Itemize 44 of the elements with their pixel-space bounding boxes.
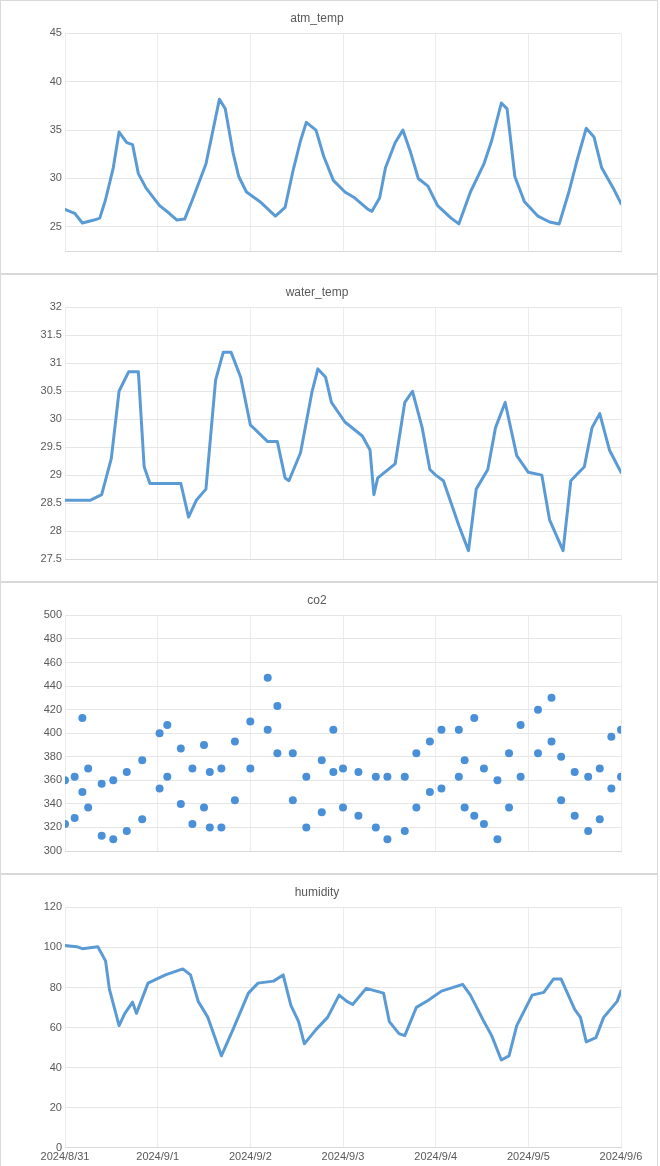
y-tick-label: 420 bbox=[43, 702, 62, 715]
x-tick-label: 2024/9/1 bbox=[136, 1150, 180, 1163]
y-tick-label: 30.5 bbox=[40, 384, 62, 397]
x-tick-label: 2024/9/5 bbox=[506, 1150, 550, 1163]
y-tick-label: 25 bbox=[49, 219, 62, 232]
x-tick-label: 2024/9/4 bbox=[414, 1150, 458, 1163]
y-tick-label: 31 bbox=[49, 356, 62, 369]
y-tick-label: 0 bbox=[55, 1140, 62, 1153]
y-tick-label: 360 bbox=[43, 773, 62, 786]
y-tick-label: 45 bbox=[49, 26, 62, 39]
y-tick-label: 40 bbox=[49, 74, 62, 87]
x-tick-label: 2024/9/6 bbox=[599, 1150, 643, 1163]
y-tick-label: 460 bbox=[43, 655, 62, 668]
y-tick-label: 120 bbox=[43, 900, 62, 913]
y-tick-label: 400 bbox=[43, 726, 62, 739]
chart-title: humidity bbox=[294, 884, 340, 899]
y-tick-label: 29 bbox=[49, 468, 62, 481]
y-tick-label: 40 bbox=[49, 1060, 62, 1073]
y-tick-label: 440 bbox=[43, 679, 62, 692]
x-tick-label: 2024/8/31 bbox=[40, 1150, 90, 1163]
y-tick-label: 28 bbox=[49, 524, 62, 537]
chart-title: atm_temp bbox=[290, 10, 344, 25]
y-tick-label: 27.5 bbox=[40, 552, 62, 565]
y-tick-label: 32 bbox=[49, 300, 62, 313]
y-tick-label: 320 bbox=[43, 820, 62, 833]
x-tick-label: 2024/9/2 bbox=[228, 1150, 272, 1163]
chart-title: co2 bbox=[307, 592, 327, 607]
y-tick-label: 35 bbox=[49, 123, 62, 136]
y-tick-label: 480 bbox=[43, 631, 62, 644]
y-tick-label: 30 bbox=[49, 412, 62, 425]
y-tick-label: 100 bbox=[43, 940, 62, 953]
y-tick-label: 80 bbox=[49, 980, 62, 993]
chart-title: water_temp bbox=[284, 284, 349, 299]
y-tick-label: 380 bbox=[43, 749, 62, 762]
y-tick-label: 60 bbox=[49, 1020, 62, 1033]
y-tick-label: 30 bbox=[49, 171, 62, 184]
y-tick-label: 300 bbox=[43, 844, 62, 857]
y-tick-label: 500 bbox=[43, 608, 62, 621]
y-tick-label: 20 bbox=[49, 1100, 62, 1113]
y-tick-label: 31.5 bbox=[40, 328, 62, 341]
y-tick-label: 28.5 bbox=[40, 496, 62, 509]
x-tick-label: 2024/9/3 bbox=[321, 1150, 365, 1163]
y-tick-label: 340 bbox=[43, 796, 62, 809]
y-tick-label: 29.5 bbox=[40, 440, 62, 453]
